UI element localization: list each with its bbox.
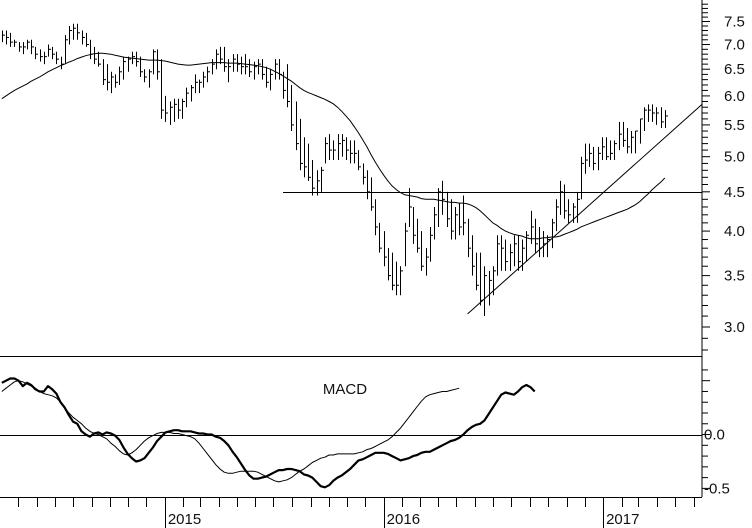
price-tick-label: 6.0: [724, 88, 745, 105]
trendline: [467, 103, 703, 315]
macd-axis: -0.5 0.0: [702, 369, 730, 497]
price-tick-label: 4.5: [724, 184, 745, 201]
macd-title: MACD: [323, 381, 367, 398]
year-tick-label: 2015: [168, 511, 201, 528]
price-overlays: [1, 52, 703, 315]
price-tick-label: 6.5: [724, 61, 745, 78]
price-tick-label: 5.0: [724, 149, 745, 166]
price-tick-label: 5.5: [724, 117, 745, 134]
price-tick-label: 3.0: [724, 319, 745, 336]
macd-tick-label: -0.5: [704, 480, 730, 497]
price-axis: 3.0 3.5 4.0 4.5 5.0 5.5 6.0 6.5 7.0 7.5: [702, 3, 745, 351]
price-tick-label: 4.0: [724, 223, 745, 240]
year-tick-label: 2016: [387, 511, 420, 528]
price-panel: [1, 23, 703, 317]
price-tick-label: 7.5: [724, 14, 745, 31]
signal-line: [1, 380, 460, 483]
macd-tick-label: 0.0: [704, 427, 725, 444]
macd-line: [1, 377, 536, 489]
time-axis: 2015 2016 2017: [18, 497, 695, 528]
price-bars: [2, 23, 668, 317]
price-tick-label: 7.0: [724, 37, 745, 54]
price-tick-label: 3.5: [724, 268, 745, 285]
year-tick-label: 2017: [606, 511, 639, 528]
macd-panel: MACD: [0, 377, 702, 489]
macd-lines: [0, 377, 702, 489]
